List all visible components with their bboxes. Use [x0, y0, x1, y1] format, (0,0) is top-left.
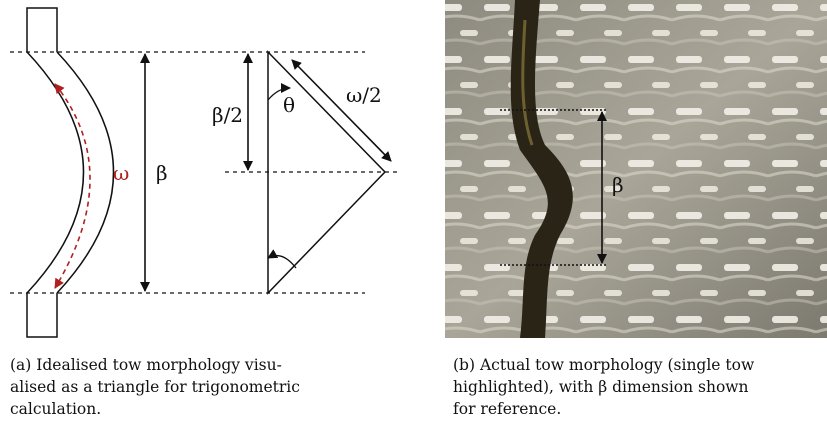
- figure: ω β β/2 θ ω/2 β (a) Idealised tow morpho…: [0, 0, 827, 426]
- caption-line: alised as a triangle for trigonometric: [10, 378, 300, 396]
- weave-texture: [445, 0, 827, 338]
- caption-line: (a) Idealised tow morphology visu-: [10, 356, 282, 374]
- caption-a: (a) Idealised tow morphology visu-alised…: [10, 356, 300, 418]
- tow-edge: [57, 52, 114, 293]
- caption-line: (b) Actual tow morphology (single tow: [453, 356, 755, 374]
- theta-label: θ: [283, 93, 295, 117]
- caption-line: calculation.: [10, 400, 101, 418]
- half-omega-arrow: [292, 60, 391, 161]
- beta-label: β: [156, 161, 168, 185]
- caption-b: (b) Actual tow morphology (single tow hig…: [453, 356, 755, 418]
- panel-a: [10, 8, 400, 337]
- angle-arc: [268, 256, 296, 268]
- tow-bottom: [27, 293, 57, 337]
- caption-line: highlighted), with β dimension shown: [453, 378, 749, 396]
- beta-label: β: [612, 173, 624, 197]
- caption-line: for reference.: [453, 400, 561, 418]
- half-omega-label: ω/2: [346, 83, 382, 107]
- panel-b: [445, 0, 827, 338]
- tow-edge: [27, 52, 84, 293]
- tow-top: [27, 8, 57, 52]
- half-beta-label: β/2: [212, 103, 243, 127]
- omega-label: ω: [113, 161, 129, 185]
